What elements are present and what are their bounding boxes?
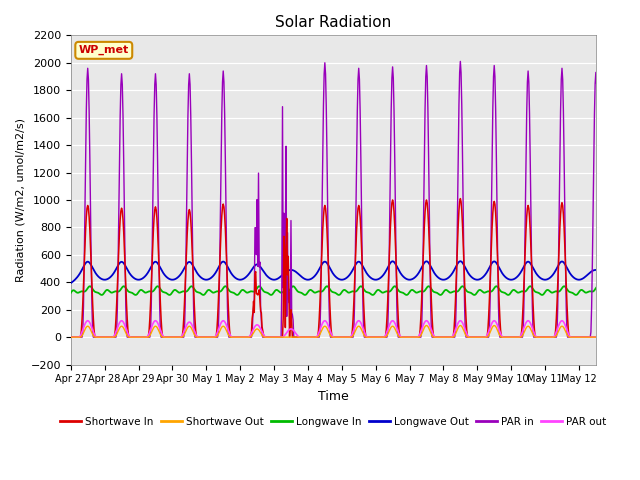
- Text: WP_met: WP_met: [79, 45, 129, 56]
- X-axis label: Time: Time: [318, 390, 349, 403]
- Legend: Shortwave In, Shortwave Out, Longwave In, Longwave Out, PAR in, PAR out: Shortwave In, Shortwave Out, Longwave In…: [56, 413, 611, 431]
- Y-axis label: Radiation (W/m2, umol/m2/s): Radiation (W/m2, umol/m2/s): [15, 118, 25, 282]
- Title: Solar Radiation: Solar Radiation: [275, 15, 392, 30]
